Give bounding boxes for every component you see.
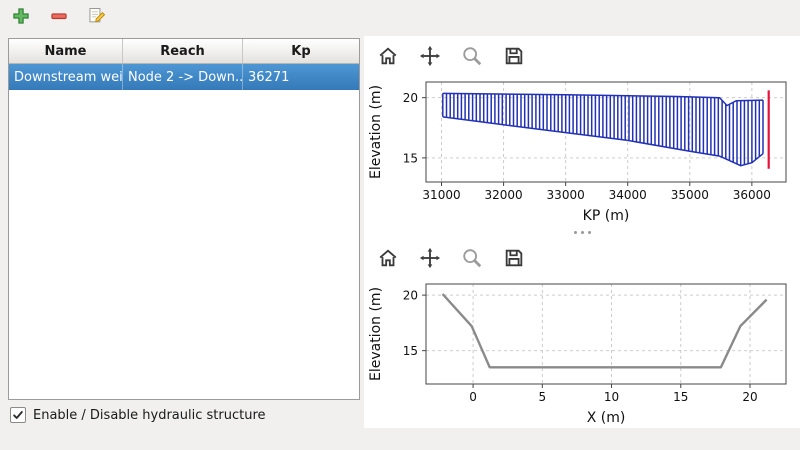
cell-kp: 36271	[248, 69, 290, 85]
structures-table: Name Reach Kp Downstream weir Node 2 -> …	[8, 38, 360, 400]
cell-reach: Node 2 -> Down...	[123, 64, 243, 90]
svg-text:20: 20	[403, 289, 418, 303]
home-icon	[379, 47, 397, 65]
plus-icon	[13, 8, 29, 24]
add-structure-button[interactable]	[8, 3, 34, 29]
svg-text:34000: 34000	[609, 188, 647, 202]
plots-panel: 31000 32000 33000 34000 35000 36000 15 20 KP (m)…	[364, 36, 800, 428]
enable-structure-row: Enable / Disable hydraulic structure	[10, 407, 266, 423]
svg-text:10: 10	[604, 390, 619, 404]
home-icon	[379, 249, 397, 267]
svg-text:X (m): X (m)	[587, 410, 626, 426]
svg-text:20: 20	[742, 390, 757, 404]
table-header-row: Name Reach Kp	[9, 39, 359, 64]
edit-icon	[89, 8, 106, 23]
svg-text:15: 15	[403, 344, 418, 358]
remove-structure-button[interactable]	[46, 3, 72, 29]
zoom-icon	[463, 47, 482, 66]
home-button[interactable]	[374, 42, 402, 70]
profile-plot-canvas[interactable]: 31000 32000 33000 34000 35000 36000 15 20 KP (m)…	[364, 76, 800, 226]
pan-icon	[419, 247, 441, 269]
cross-section-plot-canvas[interactable]: 0 5 10 15 20 15 20 X (m) Elevation (m)	[364, 278, 800, 428]
check-icon	[13, 411, 23, 419]
pan-button[interactable]	[416, 42, 444, 70]
svg-text:33000: 33000	[547, 188, 585, 202]
svg-text:31000: 31000	[422, 188, 460, 202]
home-button[interactable]	[374, 244, 402, 272]
cross-section-plot-toolbar	[364, 238, 800, 278]
main-toolbar	[0, 0, 800, 32]
svg-text:Elevation (m): Elevation (m)	[368, 287, 384, 381]
table-row[interactable]: Downstream weir Node 2 -> Down... 36271	[9, 64, 359, 90]
save-button[interactable]	[500, 244, 528, 272]
profile-plot-toolbar	[364, 36, 800, 76]
zoom-button[interactable]	[458, 42, 486, 70]
svg-text:0: 0	[469, 390, 477, 404]
enable-structure-checkbox[interactable]	[10, 407, 26, 423]
svg-text:32000: 32000	[484, 188, 522, 202]
svg-text:5: 5	[538, 390, 546, 404]
svg-text:20: 20	[403, 91, 418, 105]
save-button[interactable]	[500, 42, 528, 70]
save-icon	[505, 47, 523, 65]
svg-text:35000: 35000	[671, 188, 709, 202]
svg-text:15: 15	[673, 390, 688, 404]
column-header-reach[interactable]: Reach	[123, 39, 243, 63]
svg-text:36000: 36000	[733, 188, 771, 202]
pan-icon	[419, 45, 441, 67]
svg-text:Elevation (m): Elevation (m)	[368, 85, 384, 179]
pan-button[interactable]	[416, 244, 444, 272]
column-header-name[interactable]: Name	[9, 39, 123, 63]
splitter-handle[interactable]	[364, 226, 800, 238]
cell-name: Downstream weir	[9, 64, 123, 90]
zoom-icon	[463, 249, 482, 268]
column-header-kp[interactable]: Kp	[291, 43, 311, 59]
zoom-button[interactable]	[458, 244, 486, 272]
minus-icon	[51, 13, 67, 20]
save-icon	[505, 249, 523, 267]
svg-text:15: 15	[403, 151, 418, 165]
svg-text:KP (m): KP (m)	[583, 208, 630, 224]
edit-structure-button[interactable]	[84, 3, 110, 29]
enable-structure-label[interactable]: Enable / Disable hydraulic structure	[33, 407, 266, 423]
